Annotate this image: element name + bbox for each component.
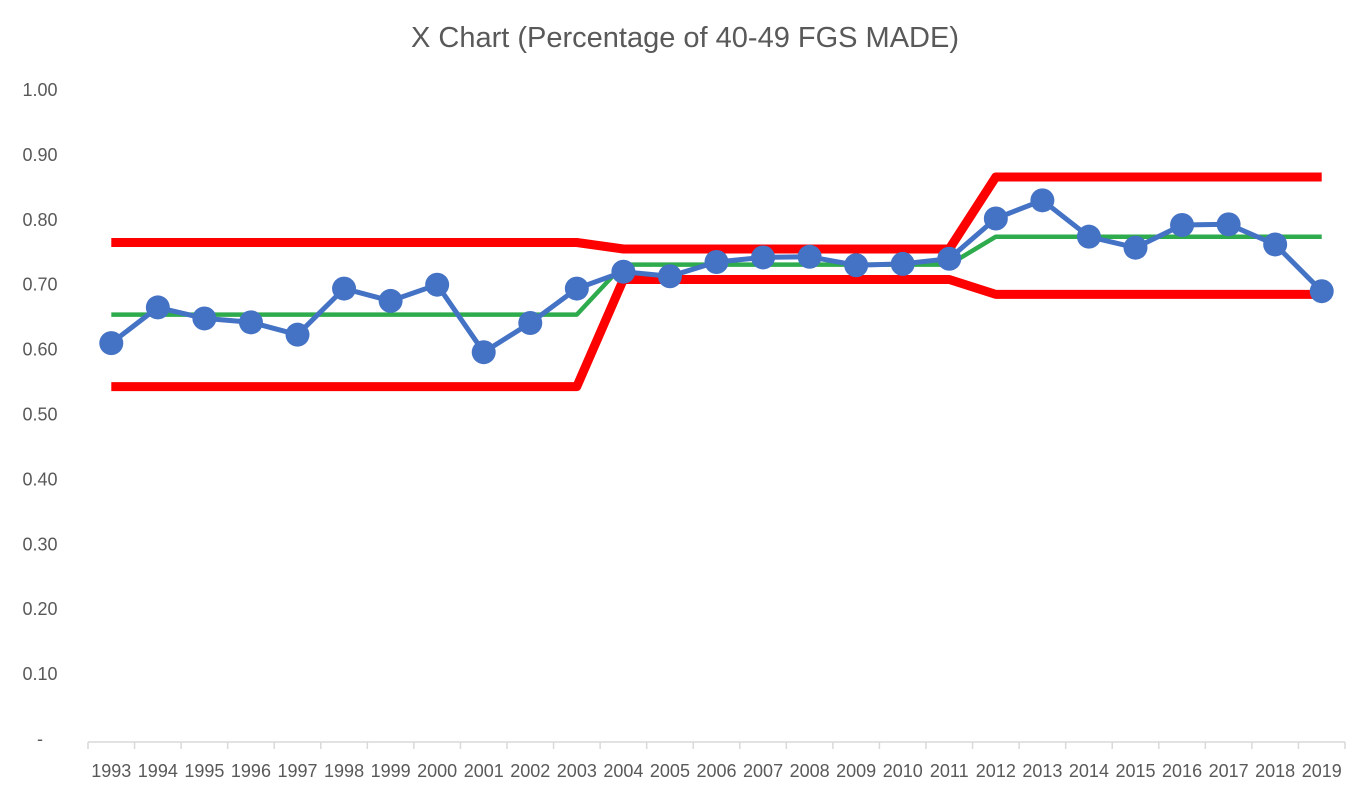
data-point [611, 259, 636, 284]
data-point [704, 249, 729, 274]
x-tick-label: 1998 [324, 761, 364, 781]
x-tick-label: 2013 [1022, 761, 1062, 781]
data-point [332, 276, 357, 301]
y-tick-label: 0.30 [22, 534, 57, 554]
x-tick-label: 2002 [510, 761, 550, 781]
y-tick-label: 0.40 [22, 469, 57, 489]
x-tick-label: 2017 [1209, 761, 1249, 781]
x-tick-label: 1995 [184, 761, 224, 781]
data-point [471, 340, 496, 365]
x-tick-label: 2015 [1115, 761, 1155, 781]
x-tick-label: 1994 [138, 761, 178, 781]
data-point [192, 306, 217, 331]
data-point [890, 251, 915, 276]
x-axis: 1993 1994 1995 1996 1997 1998 1999 2000 2001 2002… [87, 741, 1346, 781]
x-tick-label: 2005 [650, 761, 690, 781]
x-tick-label: 1999 [371, 761, 411, 781]
x-tick-label: 2004 [603, 761, 643, 781]
data-point [99, 331, 124, 356]
data-point [983, 206, 1008, 231]
data-point [937, 246, 962, 271]
x-tick-label: 1993 [91, 761, 131, 781]
data-point [1263, 232, 1288, 257]
data-point [1030, 188, 1055, 213]
data-point [1076, 224, 1101, 249]
x-tick-label: 1996 [231, 761, 271, 781]
chart-lines [109, 172, 1324, 392]
data-point [751, 245, 776, 270]
y-tick-label: 1.00 [22, 80, 57, 100]
data-point [1170, 212, 1195, 237]
y-tick-label: 0.70 [22, 275, 57, 295]
x-tick-label: 2000 [417, 761, 457, 781]
x-tick-label: 2006 [696, 761, 736, 781]
data-point [238, 310, 263, 335]
x-tick-label: 2011 [930, 761, 969, 781]
data-point [1309, 279, 1334, 304]
data-point [518, 310, 543, 335]
data-points [99, 188, 1334, 365]
data-point [1216, 212, 1241, 237]
data-point [564, 276, 589, 301]
y-tick-label: - [37, 729, 43, 749]
data-point [425, 272, 450, 297]
data-point [844, 253, 869, 278]
x-tick-label: 2010 [883, 761, 923, 781]
x-tick-label: 2016 [1162, 761, 1202, 781]
data-point [797, 244, 822, 269]
x-tick-label: 2008 [790, 761, 830, 781]
data-point [1123, 235, 1148, 260]
data-point [378, 288, 403, 313]
x-tick-label: 2003 [557, 761, 597, 781]
x-tick-label: 2001 [464, 761, 504, 781]
y-axis-labels: - 0.10 0.20 0.30 0.40 0.50 0.60 0.70 0.80 0.90 1.0… [22, 80, 57, 749]
data-point [145, 295, 170, 320]
x-tick-label: 2012 [976, 761, 1016, 781]
y-tick-label: 0.20 [22, 599, 57, 619]
data-point [657, 264, 682, 289]
x-tick-label: 2014 [1069, 761, 1109, 781]
x-tick-label: 2007 [743, 761, 783, 781]
x-tick-label: 2018 [1255, 761, 1295, 781]
y-tick-label: 0.90 [22, 145, 57, 165]
y-tick-label: 0.60 [22, 340, 57, 360]
chart-title: X Chart (Percentage of 40-49 FGS MADE) [411, 22, 959, 54]
x-tick-label: 2009 [836, 761, 876, 781]
lower-limit-line [111, 275, 1322, 392]
x-tick-label: 1997 [277, 761, 317, 781]
y-tick-label: 0.10 [22, 664, 57, 684]
x-tick-label: 2019 [1302, 761, 1342, 781]
data-point [285, 322, 310, 347]
y-tick-label: 0.50 [22, 405, 57, 425]
y-tick-label: 0.80 [22, 210, 57, 230]
upper-limit-line [111, 172, 1322, 254]
